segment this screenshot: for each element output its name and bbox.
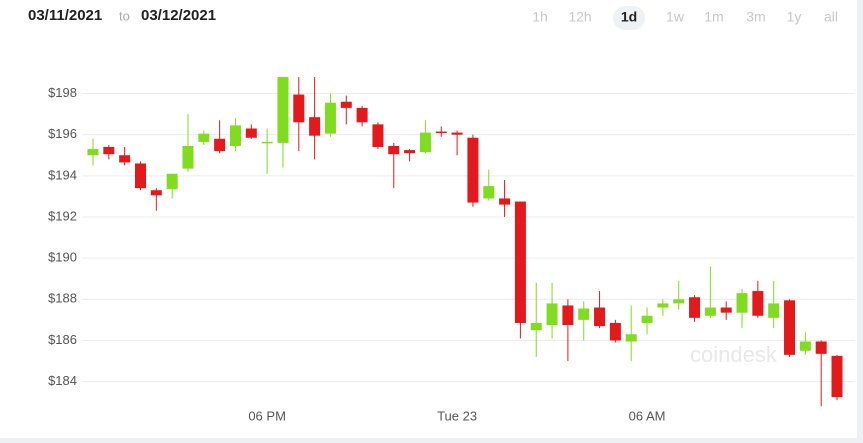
y-tick-label: $188 bbox=[48, 291, 77, 306]
candle-body bbox=[356, 107, 368, 123]
y-tick-label: $198 bbox=[48, 85, 77, 100]
candle-body bbox=[657, 303, 669, 308]
date-from: 03/11/2021 bbox=[28, 7, 102, 24]
candle-body bbox=[546, 303, 558, 326]
y-tick-label: $194 bbox=[48, 167, 77, 182]
candle-body bbox=[150, 190, 162, 196]
range-button[interactable]: 1y bbox=[787, 9, 802, 25]
candle-body bbox=[736, 293, 748, 313]
range-button[interactable]: 3m bbox=[746, 9, 765, 25]
range-button[interactable]: 1d bbox=[621, 9, 637, 25]
y-tick-label: $192 bbox=[48, 208, 77, 223]
range-button-bg bbox=[613, 6, 645, 30]
candle-body bbox=[831, 355, 843, 398]
candle-body bbox=[419, 132, 431, 153]
candle-body bbox=[625, 334, 637, 342]
candle-body bbox=[704, 307, 716, 316]
range-button[interactable]: 1m bbox=[704, 9, 723, 25]
candle-body bbox=[467, 137, 479, 203]
range-button[interactable]: 12h bbox=[568, 9, 591, 25]
range-button[interactable]: 1h bbox=[532, 9, 548, 25]
y-tick-label: $186 bbox=[48, 332, 77, 347]
candle-body bbox=[483, 186, 495, 199]
candle-body bbox=[435, 131, 447, 134]
frame-edge bbox=[857, 0, 863, 443]
watermark: coindesk bbox=[690, 342, 778, 367]
x-tick-label: 06 PM bbox=[248, 408, 286, 423]
candle-body bbox=[768, 303, 780, 318]
candle-body bbox=[119, 155, 131, 163]
candle-body bbox=[134, 163, 146, 189]
candle-body bbox=[103, 147, 115, 155]
candle-body bbox=[229, 125, 241, 146]
candle-body bbox=[324, 102, 336, 134]
candle-body bbox=[388, 145, 400, 155]
candle-body bbox=[784, 300, 796, 355]
candle-body bbox=[245, 128, 257, 138]
candle-body bbox=[372, 124, 384, 148]
candle-body bbox=[689, 297, 701, 318]
candle-body bbox=[293, 94, 305, 123]
range-button[interactable]: all bbox=[824, 9, 838, 25]
candle-body bbox=[609, 322, 621, 341]
x-tick-label: Tue 23 bbox=[437, 408, 477, 423]
y-tick-label: $190 bbox=[48, 250, 77, 265]
candle-body bbox=[799, 341, 811, 351]
candle-body bbox=[309, 117, 321, 136]
range-button[interactable]: 1w bbox=[666, 9, 685, 25]
date-to: 03/12/2021 bbox=[141, 7, 216, 24]
date-separator: to bbox=[119, 8, 130, 23]
candle-body bbox=[182, 145, 194, 169]
candle-body bbox=[277, 77, 289, 143]
candle-body bbox=[815, 341, 827, 354]
candle-body bbox=[720, 307, 732, 313]
candle-body bbox=[451, 132, 463, 135]
x-tick-label: 06 AM bbox=[629, 408, 666, 423]
frame-edge bbox=[0, 438, 863, 443]
candle-body bbox=[166, 173, 178, 190]
candle-body bbox=[578, 308, 590, 320]
candle-body bbox=[594, 307, 606, 327]
candle-body bbox=[87, 149, 99, 156]
candle-body bbox=[340, 101, 352, 108]
candle-body bbox=[641, 315, 653, 323]
candle-body bbox=[261, 141, 273, 144]
candle-body bbox=[198, 133, 210, 142]
candle-body bbox=[752, 291, 764, 316]
candle-body bbox=[530, 322, 542, 331]
candle-body bbox=[404, 150, 416, 154]
candle-body bbox=[499, 198, 511, 205]
y-tick-label: $196 bbox=[48, 126, 77, 141]
candle-body bbox=[673, 299, 685, 304]
candle-body bbox=[214, 138, 226, 152]
y-tick-label: $184 bbox=[48, 373, 77, 388]
candle-body bbox=[514, 201, 526, 323]
candle-body bbox=[562, 305, 574, 326]
